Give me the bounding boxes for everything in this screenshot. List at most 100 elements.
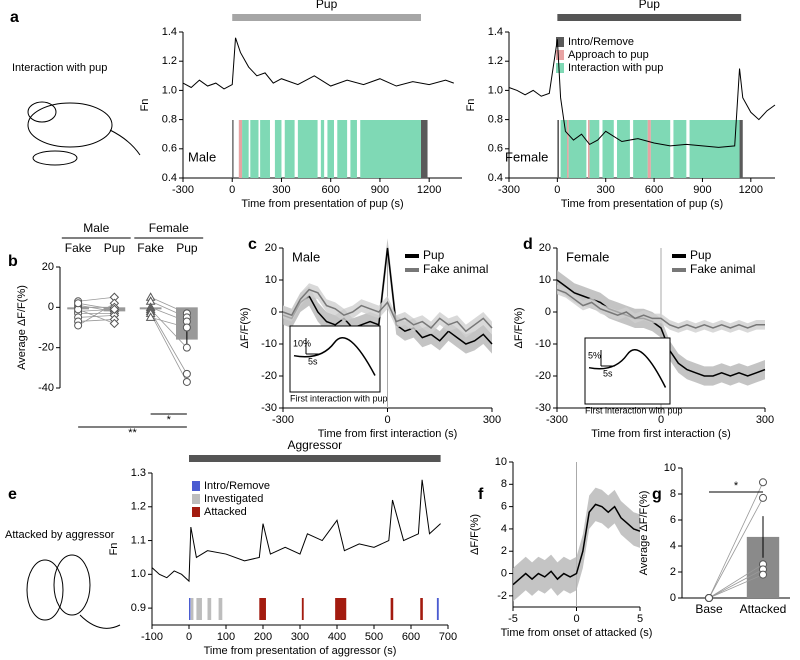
- y-axis-label: Fn: [108, 543, 120, 556]
- x-tick-label: 500: [365, 631, 383, 643]
- point: [182, 377, 191, 386]
- y-tick-label: 0.9: [131, 602, 146, 614]
- y-tick-label: 20: [42, 261, 54, 273]
- sem-band: [283, 283, 492, 338]
- side-label: Attacked by aggressor: [5, 529, 115, 541]
- behavior-span: [259, 598, 266, 620]
- panel-letter: a: [10, 9, 19, 26]
- significance: *: [734, 480, 739, 492]
- behavior-span: [335, 598, 347, 620]
- y-tick-label: 10: [495, 456, 507, 468]
- y-axis-label: ΔF/F(%): [239, 308, 251, 349]
- inset-trace: [588, 349, 667, 388]
- panel-label: Female: [505, 149, 548, 164]
- x-tick-label: 0: [658, 414, 664, 426]
- pair-line: [78, 308, 115, 312]
- pair-line: [708, 482, 764, 599]
- y-axis-label: ΔF/F(%): [513, 308, 525, 349]
- behavior-span: [557, 120, 559, 178]
- x-tick-label: -300: [498, 184, 520, 196]
- pair-line: [708, 563, 764, 599]
- x-axis-label: Time from presentation of aggressor (s): [204, 645, 397, 657]
- y-tick-label: 1.2: [131, 501, 146, 513]
- x-axis-label: Time from presentation of pup (s): [241, 198, 403, 210]
- pair-line: [78, 319, 115, 322]
- pair-line: [78, 304, 115, 312]
- point: [182, 323, 191, 332]
- behavior-span: [420, 120, 428, 178]
- y-tick-label: 0.6: [488, 143, 503, 155]
- behavior-span: [390, 598, 394, 620]
- y-axis-label: Fn: [139, 99, 151, 112]
- behavior-span: [196, 598, 202, 620]
- trace: [282, 288, 493, 333]
- x-tick-label: 900: [693, 184, 711, 196]
- y-tick-label: 0.4: [488, 172, 503, 184]
- point: [759, 478, 767, 487]
- y-tick-label: -30: [261, 402, 277, 414]
- panel-letter: d: [523, 236, 533, 253]
- point: [759, 493, 767, 502]
- trace: [282, 247, 493, 345]
- x-tick-label: 100: [217, 631, 235, 643]
- behavior-span: [689, 120, 740, 178]
- x-tick-label: 300: [597, 184, 615, 196]
- behavior-span: [567, 120, 569, 178]
- pair-line: [708, 569, 764, 599]
- point: [109, 304, 120, 315]
- y-tick-label: 0: [670, 592, 676, 604]
- behavior-span: [560, 120, 568, 178]
- category-label: Pup: [104, 241, 126, 255]
- y-tick-label: -20: [535, 370, 551, 382]
- behavior-span: [568, 120, 587, 178]
- pair-line: [150, 317, 187, 328]
- panel-letter: c: [248, 236, 257, 253]
- y-tick-label: 0.6: [162, 143, 177, 155]
- x-tick-label: -100: [141, 631, 163, 643]
- legend-label: Pup: [423, 248, 445, 262]
- y-tick-label: 6: [670, 514, 676, 526]
- behavior-span: [238, 120, 243, 178]
- behavior-span: [284, 120, 295, 178]
- panel-label: Male: [188, 149, 216, 164]
- behavior-span: [420, 598, 423, 620]
- trace: [151, 479, 441, 583]
- trace: [512, 503, 641, 586]
- pair-line: [150, 296, 188, 314]
- period-label: Aggressor: [287, 438, 342, 452]
- x-tick-label: -300: [272, 414, 294, 426]
- behavior-span: [337, 120, 348, 178]
- inset-x-scale: 5s: [308, 356, 318, 366]
- inset-x-scale: 5s: [603, 368, 613, 378]
- inset-label: First interaction with pup: [290, 393, 388, 403]
- y-tick-label: -30: [535, 402, 551, 414]
- side-label: Interaction with pup: [12, 62, 107, 74]
- behavior-span: [190, 598, 194, 620]
- behavior-span: [587, 120, 590, 178]
- y-tick-label: -10: [535, 338, 551, 350]
- category-label: Attacked: [740, 602, 787, 616]
- period-label: Pup: [316, 0, 338, 11]
- legend-swatch: [192, 494, 200, 504]
- x-tick-label: 0: [554, 184, 560, 196]
- point: [74, 321, 83, 330]
- behavior-span: [617, 120, 630, 178]
- behavior-span: [320, 120, 325, 178]
- y-tick-label: 0.4: [162, 172, 177, 184]
- y-tick-label: 1.4: [488, 26, 503, 38]
- behavior-span: [360, 120, 421, 178]
- period-bar: [557, 14, 742, 21]
- y-tick-label: 1.0: [488, 84, 503, 96]
- y-tick-label: 0.8: [162, 114, 177, 126]
- y-tick-label: 2: [670, 566, 676, 578]
- behavior-span: [189, 598, 191, 620]
- x-tick-label: 0: [384, 414, 390, 426]
- x-tick-label: 600: [402, 631, 420, 643]
- behavior-span: [232, 120, 234, 178]
- y-tick-label: 2: [501, 545, 507, 557]
- point: [182, 343, 191, 352]
- x-tick-label: -300: [546, 414, 568, 426]
- behavior-span: [260, 120, 270, 178]
- legend-swatch: [192, 481, 200, 491]
- behavior-span: [739, 120, 743, 178]
